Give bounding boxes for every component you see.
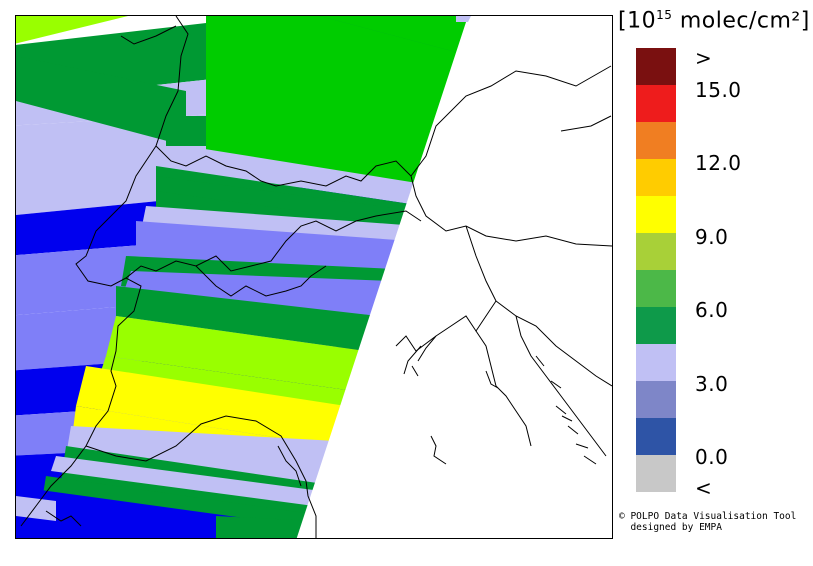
legend-swatch	[636, 455, 676, 492]
legend-swatch	[636, 159, 676, 196]
swath-band	[16, 496, 56, 521]
swath-band	[16, 16, 128, 44]
legend-swatch	[636, 418, 676, 455]
legend-swatch	[636, 196, 676, 233]
swath-band	[206, 16, 486, 56]
swath-band	[66, 426, 336, 484]
coastline-borders	[20, 16, 612, 538]
legend-tick-label: 6.0	[695, 298, 729, 322]
swath-band	[106, 316, 366, 391]
no-data-area	[296, 16, 612, 538]
swath-band	[51, 456, 321, 506]
map-panel[interactable]	[15, 15, 613, 539]
swath-band	[16, 486, 266, 538]
legend-tick-label: <	[695, 476, 713, 500]
swath-data-bands	[16, 16, 612, 538]
swath-band	[124, 271, 391, 316]
legend-tick-label: 3.0	[695, 372, 729, 396]
legend-swatch	[636, 270, 676, 307]
swath-band	[206, 16, 471, 186]
legend-swatch	[636, 381, 676, 418]
swath-band	[156, 146, 436, 206]
credits-text: © POLPO Data Visualisation Tool designed…	[619, 511, 797, 533]
unit-label: [1015 molec/cm²]	[618, 8, 810, 34]
swath-band	[136, 221, 411, 269]
legend-swatch	[636, 48, 676, 85]
swath-band	[76, 366, 346, 446]
legend-swatch	[636, 344, 676, 381]
legend-tick-label: 12.0	[695, 151, 742, 175]
legend-tick-label: 0.0	[695, 445, 729, 469]
map-canvas	[16, 16, 612, 538]
swath-band	[116, 286, 378, 351]
legend-swatch	[636, 233, 676, 270]
swath-band	[216, 516, 316, 538]
legend-swatch	[636, 122, 676, 159]
legend-tick-label: >	[695, 46, 713, 70]
legend-tick-label: 15.0	[695, 78, 742, 102]
color-legend	[636, 48, 676, 492]
swath-band	[456, 16, 471, 22]
swath-band	[156, 176, 416, 226]
legend-tick-label: 9.0	[695, 225, 729, 249]
swath-band	[16, 56, 186, 146]
legend-swatch	[636, 307, 676, 344]
legend-swatch	[636, 85, 676, 122]
